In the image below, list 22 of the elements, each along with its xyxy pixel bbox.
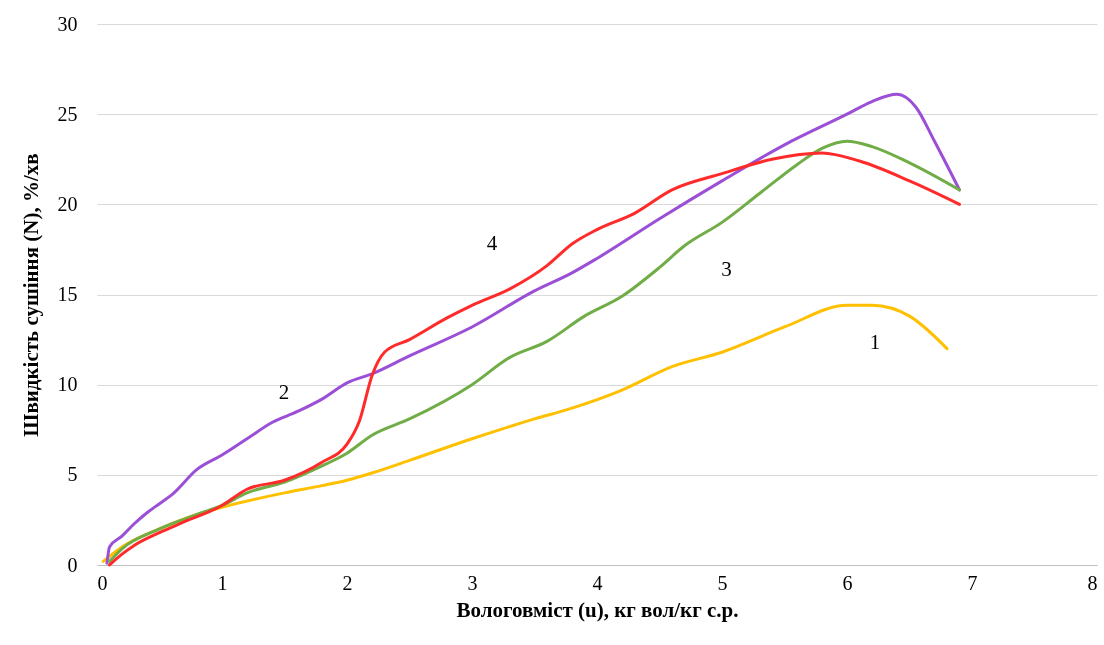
y-tick-label: 30 (57, 12, 78, 35)
series-label: 1 (869, 330, 881, 355)
series-label: 4 (486, 230, 498, 255)
x-tick-label: 8 (1087, 571, 1098, 594)
x-tick-label: 0 (97, 571, 108, 594)
x-axis-title: Вологовміст (u), кг вол/кг с.р. (456, 597, 739, 622)
x-tick-label: 7 (967, 571, 978, 594)
y-tick-label: 0 (67, 553, 78, 576)
y-tick-label: 5 (67, 463, 78, 486)
series-label: 3 (721, 256, 732, 281)
y-tick-label: 25 (57, 102, 78, 125)
x-tick-label: 3 (467, 571, 478, 594)
x-tick-label: 1 (217, 571, 228, 594)
y-tick-label: 10 (57, 373, 78, 396)
x-tick-label: 5 (717, 571, 728, 594)
x-tick-label: 4 (592, 571, 603, 594)
y-tick-label: 20 (57, 192, 78, 215)
y-tick-label: 15 (57, 283, 78, 305)
x-tick-label: 6 (842, 571, 853, 594)
y-axis-title: Швидкість сушіння (N), %/хв (18, 153, 43, 437)
x-tick-label: 2 (342, 571, 353, 594)
series-label: 2 (278, 380, 290, 405)
